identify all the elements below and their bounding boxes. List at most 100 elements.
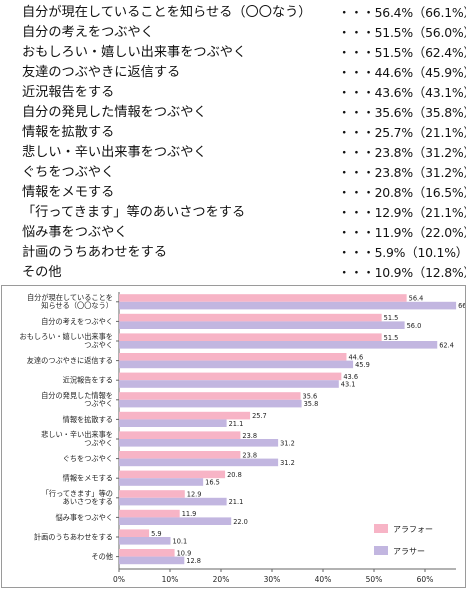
bar-arasa xyxy=(119,556,185,565)
data-label: 12.9 xyxy=(187,491,202,499)
x-tick-label: 10% xyxy=(162,575,179,584)
bar-arasa xyxy=(119,419,227,427)
list-item-value: ・・・51.5%（56.0%） xyxy=(338,25,466,40)
chart: 0% 10% 20% 30% 40% 50% 60% 56.4 66.1 自分が現在していることを… xyxy=(1,285,466,588)
list-item-label: 友達のつぶやきに返信する xyxy=(22,65,181,80)
bar-arasa xyxy=(119,439,279,447)
list-item: 悲しい・辛い出来事をつぶやく ・・・23.8%（31.2%） xyxy=(0,143,466,163)
list-item: 計画のうちあわせをする ・・・5.9%（10.1%） xyxy=(0,243,466,263)
list-item: 悩み事をつぶやく ・・・11.9%（22.0%） xyxy=(0,223,466,243)
data-label: 35.6 xyxy=(303,393,318,401)
y-tick-label: 近況報告をする xyxy=(63,376,113,385)
data-label: 23.8 xyxy=(242,432,257,440)
data-label: 12.8 xyxy=(186,557,201,565)
y-tick-label: 自分の考えをつぶやく xyxy=(41,317,113,326)
y-tick-label: 悩み事をつぶやく xyxy=(55,513,113,522)
data-label: 45.9 xyxy=(355,361,370,369)
data-label: 51.5 xyxy=(384,334,399,342)
list-item-label: その他 xyxy=(22,265,62,280)
bar-arafo xyxy=(119,411,251,420)
x-tick-label: 40% xyxy=(315,575,332,584)
list-item-value: ・・・56.4%（66.1%） xyxy=(338,5,466,20)
y-tick-label: あいさつをする xyxy=(63,497,113,506)
list-item-value: ・・・44.6%（45.9%） xyxy=(338,65,466,80)
data-label: 22.0 xyxy=(233,518,248,526)
data-label: 23.8 xyxy=(242,451,257,459)
data-label: 20.8 xyxy=(227,471,242,479)
list-item: 自分の発見した情報をつぶやく ・・・35.6%（35.8%） xyxy=(0,103,466,123)
result-list: 自分が現在していることを知らせる（〇〇なう） ・・・56.4%（66.1%） 自分の… xyxy=(0,0,466,282)
bar-arafo xyxy=(119,529,150,537)
list-item: 「行ってきます」等のあいさつをする ・・・12.9%（21.1%） xyxy=(0,203,466,223)
bar-arafo xyxy=(119,490,185,498)
list-item-value: ・・・20.8%（16.5%） xyxy=(338,185,466,200)
y-tick-label: つぶやく xyxy=(84,340,113,349)
bar-arasa xyxy=(119,321,405,329)
data-label: 10.9 xyxy=(177,549,192,557)
x-tick-label: 0% xyxy=(113,575,125,584)
y-tick-label: つぶやく xyxy=(84,438,113,447)
y-tick-label: 知らせる（〇〇なう） xyxy=(41,301,113,310)
legend-entry: アラサー xyxy=(393,547,425,556)
bar-arasa xyxy=(119,458,279,467)
list-item-value: ・・・5.9%（10.1%） xyxy=(338,245,466,260)
list-item-label: 悲しい・辛い出来事をつぶやく xyxy=(22,145,207,160)
bar-arafo xyxy=(119,333,382,341)
y-tick-label: 「行ってきます」等の xyxy=(42,489,113,498)
list-item-label: 自分が現在していることを知らせる（〇〇なう） xyxy=(22,5,312,20)
data-label: 43.6 xyxy=(343,373,358,381)
bar-arasa xyxy=(119,341,438,349)
list-item: 情報をメモする ・・・20.8%（16.5%） xyxy=(0,183,466,203)
list-item-label: ぐちをつぶやく xyxy=(22,165,115,180)
bar-arafo xyxy=(119,294,407,302)
bar-arasa xyxy=(119,399,302,408)
bar-arasa xyxy=(119,517,232,525)
bar-arasa xyxy=(119,380,339,388)
list-item-label: 近況報告をする xyxy=(22,85,115,100)
y-tick-label: 情報をメモする xyxy=(63,474,113,483)
x-tick-label: 20% xyxy=(213,575,230,584)
data-label: 31.2 xyxy=(280,459,295,467)
x-tick-label: 30% xyxy=(264,575,281,584)
bar-arafo xyxy=(119,470,226,479)
bar-arafo xyxy=(119,313,382,322)
data-label: 21.1 xyxy=(229,420,244,428)
y-tick-label: ぐちをつぶやく xyxy=(63,454,113,463)
y-tick-label: その他 xyxy=(91,552,113,561)
data-label: 21.1 xyxy=(229,498,244,506)
x-tick-label: 60% xyxy=(417,575,434,584)
list-item-label: 自分の発見した情報をつぶやく xyxy=(22,105,207,120)
list-item: おもしろい・嬉しい出来事をつぶやく ・・・51.5%（62.4%） xyxy=(0,43,466,63)
list-item-label: 悩み事をつぶやく xyxy=(22,225,128,240)
y-tick-label: 悲しい・辛い出来事を xyxy=(41,430,113,439)
bar-arafo xyxy=(119,549,175,557)
data-label: 35.8 xyxy=(304,400,319,408)
legend-swatch xyxy=(374,546,388,555)
list-item-value: ・・・23.8%（31.2%） xyxy=(338,145,466,160)
bar-arasa xyxy=(119,360,354,369)
y-tick-label: 自分が現在していることを xyxy=(27,293,113,302)
list-item: 友達のつぶやきに返信する ・・・44.6%（45.9%） xyxy=(0,63,466,83)
list-item: ぐちをつぶやく ・・・23.8%（31.2%） xyxy=(0,163,466,183)
list-item-label: おもしろい・嬉しい出来事をつぶやく xyxy=(22,45,247,60)
list-item-label: 情報をメモする xyxy=(22,185,115,200)
list-item-value: ・・・35.6%（35.8%） xyxy=(338,105,466,120)
list-item: 情報を拡散する ・・・25.7%（21.1%） xyxy=(0,123,466,143)
list-item-value: ・・・25.7%（21.1%） xyxy=(338,125,466,140)
data-label: 66.1 xyxy=(458,302,465,310)
y-tick-label: 友達のつぶやきに返信する xyxy=(27,356,113,365)
bar-arasa xyxy=(119,301,457,310)
data-label: 56.0 xyxy=(407,322,422,330)
list-item: 自分が現在していることを知らせる（〇〇なう） ・・・56.4%（66.1%） xyxy=(0,3,466,23)
list-item-label: 計画のうちあわせをする xyxy=(22,245,168,260)
data-label: 5.9 xyxy=(151,530,162,538)
bar-arafo xyxy=(119,451,241,459)
legend-entry: アラフォー xyxy=(393,525,433,534)
data-label: 43.1 xyxy=(341,381,356,389)
y-tick-label: 計画のうちあわせをする xyxy=(34,533,113,542)
y-tick-label: おもしろい・嬉しい出来事を xyxy=(20,332,113,341)
data-label: 51.5 xyxy=(384,314,399,322)
list-item-value: ・・・51.5%（62.4%） xyxy=(338,45,466,60)
bar-arafo xyxy=(119,392,301,400)
data-label: 56.4 xyxy=(409,295,424,303)
